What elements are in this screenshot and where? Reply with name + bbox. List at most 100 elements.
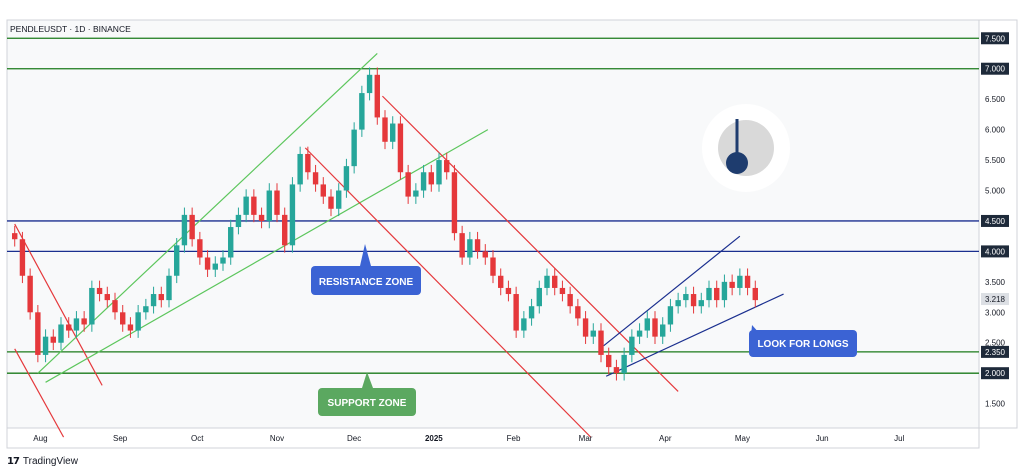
x-tick-label: Dec bbox=[347, 434, 361, 443]
candle-body bbox=[744, 275, 751, 288]
support-zone-label: SUPPORT ZONE bbox=[328, 398, 407, 409]
resistance-zone-label: RESISTANCE ZONE bbox=[319, 277, 414, 288]
channel-line bbox=[603, 235, 741, 347]
candle-body bbox=[552, 275, 558, 288]
candle-body bbox=[166, 275, 172, 301]
level-tag bbox=[981, 367, 1009, 380]
y-tick-label: 5.000 bbox=[985, 187, 1006, 196]
channel-line bbox=[304, 147, 592, 438]
candle-body bbox=[544, 275, 550, 288]
candle-body bbox=[158, 294, 164, 301]
candle-body bbox=[181, 214, 188, 246]
candle-body bbox=[420, 172, 427, 191]
level-tag bbox=[981, 214, 1009, 227]
candle-body bbox=[73, 318, 80, 331]
candle-body bbox=[451, 172, 458, 234]
candle-body bbox=[737, 275, 743, 288]
y-tick-label: 1.500 bbox=[985, 400, 1006, 409]
candle-body bbox=[698, 300, 704, 307]
candle-body bbox=[390, 123, 396, 142]
candle-body bbox=[112, 300, 118, 313]
candle-body bbox=[228, 227, 234, 258]
x-tick-label: Mar bbox=[579, 434, 593, 443]
y-tick-label: 3.500 bbox=[985, 278, 1006, 287]
candle-body bbox=[204, 257, 211, 270]
x-tick-label: Feb bbox=[507, 434, 521, 443]
candle-body bbox=[312, 172, 319, 185]
candle-body bbox=[505, 287, 512, 295]
candle-body bbox=[567, 294, 573, 307]
candle-body bbox=[606, 354, 612, 368]
x-tick-label: May bbox=[735, 434, 750, 443]
candle-body bbox=[328, 196, 334, 209]
candle-body bbox=[243, 196, 249, 215]
candle-body bbox=[690, 294, 697, 307]
tradingview-logo-icon: 17 bbox=[7, 455, 20, 467]
candle-body bbox=[305, 153, 311, 173]
look-for-longs-label: LOOK FOR LONGS bbox=[757, 339, 848, 350]
candle-body bbox=[559, 287, 566, 295]
candle-body bbox=[343, 166, 350, 191]
candle-body bbox=[482, 251, 488, 258]
candle-body bbox=[582, 318, 589, 337]
support-zone-box bbox=[318, 388, 416, 416]
clock-icon bbox=[702, 104, 790, 192]
candle-body bbox=[636, 330, 643, 337]
candle-body bbox=[374, 74, 380, 118]
candle-body bbox=[683, 294, 689, 301]
level-tag bbox=[981, 62, 1009, 75]
level-tag bbox=[981, 32, 1009, 45]
candle-body bbox=[104, 294, 110, 301]
candle-body bbox=[575, 306, 581, 319]
last-price-tag bbox=[981, 293, 1009, 306]
candle-body bbox=[714, 287, 720, 301]
x-tick-label: Oct bbox=[191, 434, 204, 443]
level-tag-label: 2.350 bbox=[985, 348, 1006, 357]
y-tick-label: 5.500 bbox=[985, 156, 1006, 165]
candle-body bbox=[351, 129, 357, 167]
support-zone-pointer bbox=[362, 372, 373, 388]
candle-body bbox=[598, 330, 604, 355]
candle-body bbox=[50, 336, 56, 343]
level-tag bbox=[981, 345, 1009, 358]
x-tick-label: Apr bbox=[659, 434, 672, 443]
price-chart[interactable]: PENDLEUSDT · 1D · BINANCE 7.500 7.000 4.50… bbox=[0, 0, 1024, 452]
candle-body bbox=[235, 214, 242, 228]
level-tag-label: 4.000 bbox=[985, 247, 1006, 256]
candle-body bbox=[366, 74, 373, 94]
candle-body bbox=[66, 324, 72, 331]
candle-body bbox=[150, 294, 157, 307]
y-tick-label: 6.500 bbox=[985, 95, 1006, 104]
level-tag-label: 4.500 bbox=[985, 217, 1006, 226]
footer-brand: 17 TradingView bbox=[7, 454, 78, 468]
level-tag bbox=[981, 245, 1009, 258]
candle-body bbox=[521, 318, 527, 331]
candle-body bbox=[174, 245, 180, 276]
candle-body bbox=[282, 214, 288, 246]
last-price-label: 3.218 bbox=[985, 295, 1006, 304]
candle-body bbox=[467, 239, 473, 258]
channel-line bbox=[45, 129, 489, 383]
chart-title: PENDLEUSDT · 1D · BINANCE bbox=[10, 24, 131, 34]
candle-body bbox=[266, 190, 272, 221]
candle-body bbox=[729, 281, 735, 288]
candle-body bbox=[58, 324, 64, 343]
y-tick-label: 6.000 bbox=[985, 126, 1006, 135]
candle-body bbox=[752, 287, 758, 301]
candle-body bbox=[89, 287, 95, 325]
look-for-longs-box bbox=[749, 330, 857, 357]
candlesticks bbox=[12, 67, 758, 381]
x-tick-label: Jul bbox=[894, 434, 904, 443]
candle-body bbox=[258, 214, 265, 221]
candle-body bbox=[189, 214, 195, 240]
candle-body bbox=[96, 287, 103, 295]
candle-body bbox=[536, 287, 542, 307]
candle-body bbox=[613, 367, 620, 374]
channel-line bbox=[605, 293, 784, 377]
candle-body bbox=[27, 275, 33, 313]
x-tick-label: Sep bbox=[113, 434, 128, 443]
candle-body bbox=[706, 287, 712, 301]
x-tick-label: 2025 bbox=[425, 434, 443, 443]
candle-body bbox=[143, 306, 149, 313]
level-tag-label: 7.000 bbox=[985, 65, 1006, 74]
